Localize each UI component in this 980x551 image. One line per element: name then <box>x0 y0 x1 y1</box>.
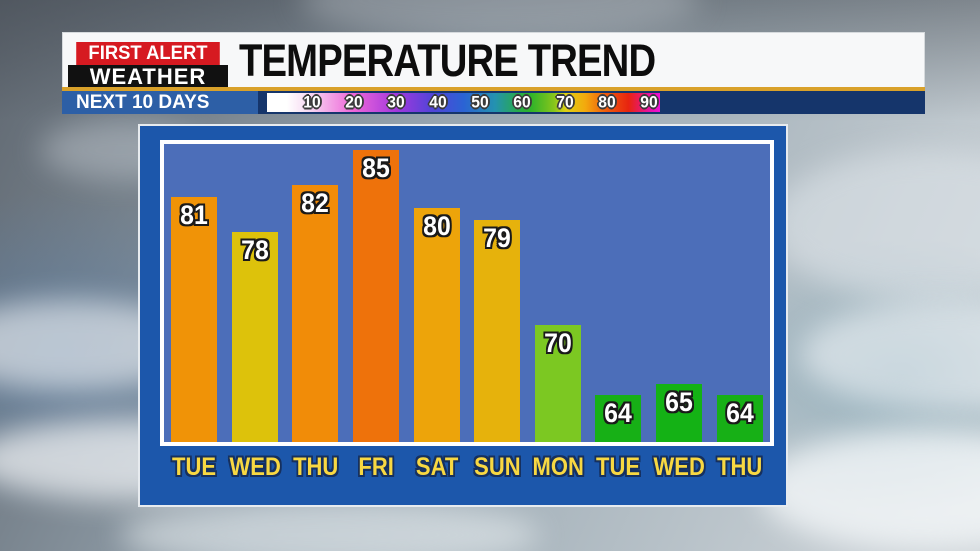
bar-value-label: 64 <box>725 398 754 428</box>
bar-slot: 85 <box>346 144 406 442</box>
day-slot: TUE <box>588 453 648 482</box>
day-slot: FRI <box>346 453 406 482</box>
bar: 85 <box>353 150 400 442</box>
scale-tick-label: 10 <box>303 92 321 112</box>
bar: 80 <box>413 208 460 442</box>
day-slot: TUE <box>164 453 224 482</box>
day-slot: WED <box>225 453 285 482</box>
day-label: TUE <box>172 452 217 481</box>
logo-weather: WEATHER <box>68 64 228 89</box>
day-label: SAT <box>415 452 458 481</box>
period-label: NEXT 10 DAYS <box>62 91 258 114</box>
subheader-band: NEXT 10 DAYS 10 20 30 40 50 60 70 80 90 <box>62 91 925 114</box>
scale-tick-label: 40 <box>429 92 448 112</box>
day-label: MON <box>532 452 584 481</box>
bar: 65 <box>656 384 703 442</box>
temperature-color-scale: 10 20 30 40 50 60 70 80 90 <box>267 92 660 112</box>
cloud <box>800 300 980 410</box>
header-band: FIRST ALERT WEATHER TEMPERATURE TREND <box>62 32 925 89</box>
day-slot: THU <box>710 453 770 482</box>
day-label: THU <box>717 452 763 481</box>
scale-tick-label: 90 <box>639 92 658 112</box>
day-label: FRI <box>358 452 394 481</box>
bar-value-label: 78 <box>241 235 269 265</box>
day-label: WED <box>229 452 281 481</box>
bar-slot: 81 <box>164 144 224 442</box>
cloud <box>120 500 540 551</box>
day-slot: WED <box>649 453 709 482</box>
bar: 78 <box>231 232 278 442</box>
day-label: SUN <box>474 452 521 481</box>
bar-value-label: 81 <box>180 200 209 230</box>
bar: 79 <box>474 220 521 442</box>
scale-tick-label: 60 <box>513 92 532 112</box>
bar-value-label: 64 <box>604 398 633 428</box>
scale-tick-label: 80 <box>597 92 616 112</box>
bar-slot: 79 <box>467 144 527 442</box>
bar-value-label: 65 <box>665 387 693 417</box>
logo-first-alert: FIRST ALERT <box>76 42 220 65</box>
bar: 82 <box>292 185 339 442</box>
bar-value-label: 80 <box>422 211 451 241</box>
bar-slot: 64 <box>710 144 770 442</box>
bar: 81 <box>171 197 218 442</box>
day-slot: MON <box>528 453 588 482</box>
bar-slot: 80 <box>407 144 467 442</box>
bar-value-label: 70 <box>544 328 572 358</box>
day-label: TUE <box>596 452 641 481</box>
gold-divider <box>62 87 925 91</box>
bar-slot: 70 <box>528 144 588 442</box>
page-title: TEMPERATURE TREND <box>239 35 656 86</box>
day-label: THU <box>292 452 339 481</box>
scale-tick-label: 70 <box>555 92 574 112</box>
bar: 70 <box>534 325 581 442</box>
bar-value-label: 85 <box>362 153 390 183</box>
cloud <box>760 430 980 550</box>
bar-value-label: 79 <box>483 223 512 253</box>
day-label: WED <box>653 452 705 481</box>
scale-tick-label: 50 <box>471 92 490 112</box>
plot-area: 81 78 82 85 80 79 70 64 65 64 <box>160 140 774 446</box>
bar-slot: 64 <box>588 144 648 442</box>
bar-value-label: 82 <box>301 188 330 218</box>
day-slot: THU <box>285 453 345 482</box>
day-slot: SAT <box>407 453 467 482</box>
bar-slot: 65 <box>649 144 709 442</box>
bar-slot: 82 <box>285 144 345 442</box>
bar: 64 <box>716 395 763 442</box>
bar-slot: 78 <box>225 144 285 442</box>
day-slot: SUN <box>467 453 527 482</box>
cloud <box>770 150 980 300</box>
scale-tick-label: 30 <box>387 92 406 112</box>
first-alert-weather-logo: FIRST ALERT WEATHER <box>68 41 233 89</box>
day-labels: TUE WED THU FRI SAT SUN MON TUE WED THU <box>164 452 770 482</box>
bars: 81 78 82 85 80 79 70 64 65 64 <box>164 144 770 442</box>
scale-tick-label: 20 <box>345 92 363 112</box>
bar: 64 <box>595 395 642 442</box>
chart-panel: 81 78 82 85 80 79 70 64 65 64 TUE WED THU FRI SAT SUN M… <box>138 124 788 507</box>
